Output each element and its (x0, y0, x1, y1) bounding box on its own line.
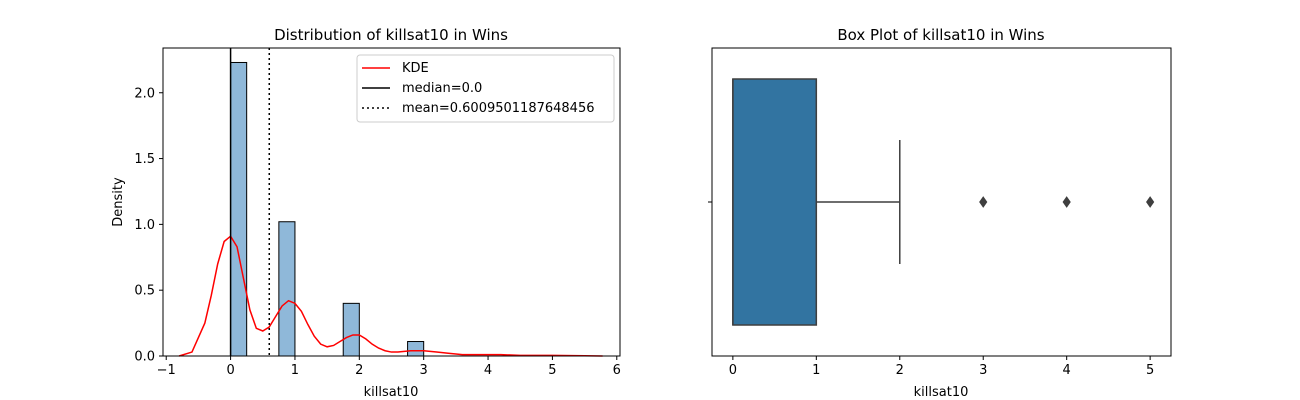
box-plot-title: Box Plot of killsat10 in Wins (837, 26, 1044, 44)
histogram-bar-1 (278, 221, 296, 357)
box-plot-x-label: killsat10 (914, 385, 969, 400)
histogram-axes-frame (162, 47, 621, 357)
legend-median-label: median=0.0 (402, 81, 482, 96)
histogram-x-tick-label-1: 0 (226, 363, 234, 378)
histogram-bar-3 (407, 341, 425, 357)
box-outlier-0 (979, 196, 988, 208)
histogram-y-tick-label-0: 0.0 (134, 350, 155, 365)
box-outlier-1 (1062, 196, 1071, 208)
histogram-lines (178, 48, 603, 357)
box-iqr (732, 78, 818, 326)
histogram-bars (230, 61, 425, 357)
histogram-x-tick-label-4: 3 (420, 363, 428, 378)
histogram-bar-2 (342, 302, 360, 357)
histogram-title: Distribution of killsat10 in Wins (274, 26, 508, 44)
box-plot-x-tick-label-5: 5 (1146, 363, 1154, 378)
box-outlier-2 (1146, 196, 1155, 208)
histogram-x-tick-label-0: −1 (157, 363, 176, 378)
histogram-x-tick-label-2: 1 (291, 363, 299, 378)
box-plot-x-tick-label-0: 0 (729, 363, 737, 378)
box-plot-x-tick-label-1: 1 (812, 363, 820, 378)
histogram-y-tick-label-3: 1.5 (134, 152, 155, 167)
histogram-y-label: Density (111, 177, 126, 227)
histogram-y-tick-label-1: 0.5 (134, 284, 155, 299)
legend-kde-label: KDE (402, 61, 429, 76)
histogram-legend: KDE median=0.0 mean=0.6009501187648456 (356, 54, 615, 123)
histogram-y-tick-label-4: 2.0 (134, 86, 155, 101)
histogram-y-ticks: 0.0 0.5 1.0 1.5 2.0 (134, 86, 163, 365)
box-plot-body (732, 78, 1155, 326)
box-plot-x-tick-label-4: 4 (1063, 363, 1071, 378)
histogram-x-tick-label-7: 6 (613, 363, 621, 378)
legend-mean-label: mean=0.6009501187648456 (402, 101, 595, 116)
legend-box (356, 54, 615, 123)
histogram-x-tick-label-5: 4 (484, 363, 492, 378)
histogram-x-ticks: −1 0 1 2 3 4 5 6 (157, 356, 621, 378)
histogram-x-label: killsat10 (364, 385, 419, 400)
box-plot-chart: Box Plot of killsat10 in Wins 0 1 2 3 4 5 kil… (708, 26, 1172, 400)
kde-line (178, 235, 603, 357)
histogram-bar-0 (230, 61, 248, 357)
histogram-chart: Distribution of killsat10 in Wins −1 0 1 2 3… (111, 26, 621, 400)
box-plot-x-tick-label-3: 3 (979, 363, 987, 378)
histogram-y-tick-label-2: 1.0 (134, 218, 155, 233)
box-plot-x-ticks: 0 1 2 3 4 5 (729, 356, 1154, 378)
box-plot-x-tick-label-2: 2 (896, 363, 904, 378)
histogram-x-tick-label-6: 5 (548, 363, 556, 378)
histogram-x-tick-label-3: 2 (355, 363, 363, 378)
